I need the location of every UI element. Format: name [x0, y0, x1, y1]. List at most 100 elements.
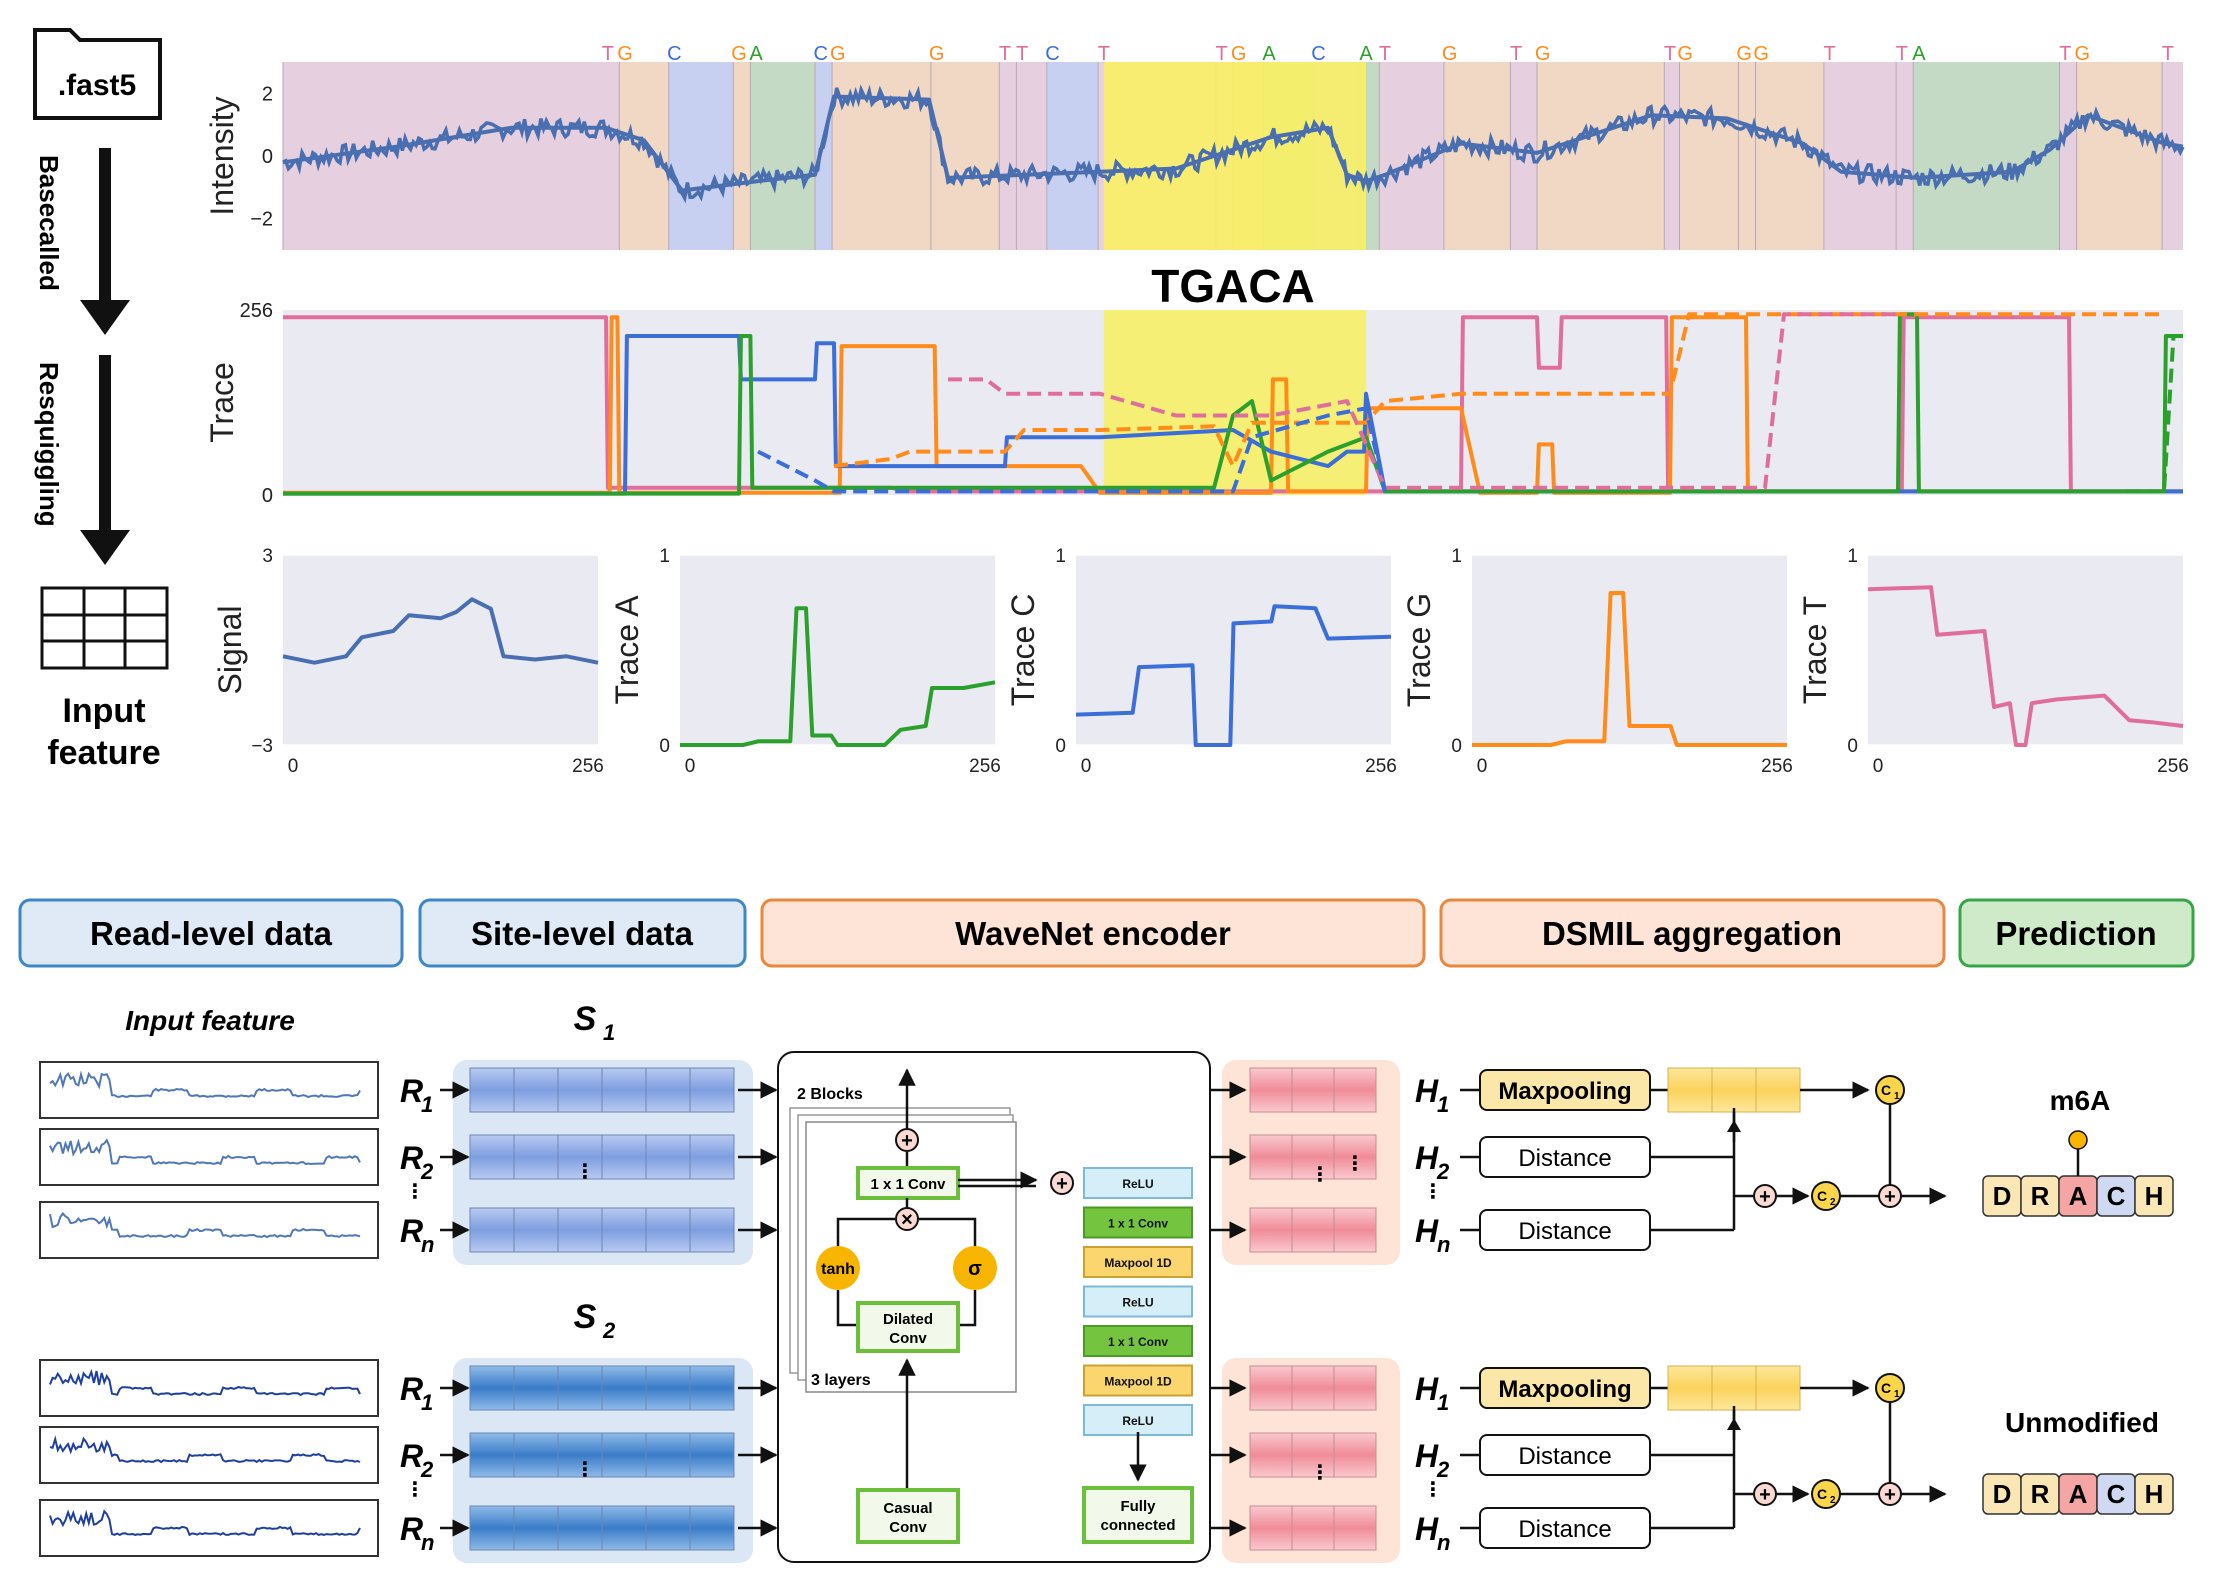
stage-encoder	[760, 898, 1426, 968]
site-cell	[601, 1432, 647, 1478]
embedding-cell	[1249, 1505, 1293, 1551]
ellipsis: ⋮	[1423, 1479, 1443, 1501]
site-cell	[645, 1505, 691, 1551]
dilated-to-gates	[836, 1290, 977, 1327]
read-thumbnail	[39, 1061, 379, 1119]
base-band	[668, 62, 734, 250]
base-band	[815, 62, 833, 250]
motif-base-letter: R	[2031, 1181, 2050, 1211]
embedding-cell	[1333, 1365, 1377, 1411]
read-thumbnail-signal	[49, 1435, 361, 1464]
layers-label: 3 layers	[811, 1372, 871, 1389]
site-label: S	[574, 1000, 597, 1038]
motif-base-letter: C	[2107, 1181, 2126, 1211]
hidden-label-sub: 2	[1436, 1159, 1450, 1184]
hidden-label: H	[1415, 1371, 1439, 1407]
block-plus-node	[895, 1128, 919, 1152]
hidden-label: H	[1415, 1073, 1439, 1109]
x-tick-label: 256	[1365, 756, 1397, 777]
c1-label-sub: 1	[1894, 1091, 1900, 1102]
series-line	[282, 597, 599, 665]
y-axis-label: Intensity	[204, 96, 240, 215]
stage-prediction	[1958, 898, 2195, 968]
base-band	[1679, 62, 1739, 250]
motif-highlight	[1103, 62, 1366, 250]
c2-label-sub: 2	[1830, 1495, 1836, 1506]
site-cell	[557, 1365, 603, 1411]
base-letter: G	[1231, 43, 1247, 65]
x-tick-label: 256	[572, 756, 604, 777]
site-label-sub: 2	[602, 1318, 616, 1343]
y-tick-label: 0	[1451, 736, 1462, 757]
c2-label-sub: 2	[1830, 1197, 1836, 1208]
file-icon	[33, 28, 162, 120]
x-tick-label: 256	[2157, 756, 2189, 777]
embedding-cell	[1291, 1134, 1335, 1180]
casual-label-1: Casual	[883, 1500, 932, 1517]
stage-aggregation-label: DSMIL aggregation	[1542, 915, 1842, 952]
base-band	[733, 62, 751, 250]
hidden-label-sub: 1	[1437, 1390, 1449, 1415]
site-cell	[513, 1134, 559, 1180]
motif-base-letter: A	[2069, 1479, 2088, 1509]
stage-encoder-label: WaveNet encoder	[955, 915, 1231, 952]
c2-label: C	[1817, 1486, 1827, 1502]
ellipsis: ⋮	[575, 1459, 595, 1481]
instance-cell	[1755, 1365, 1801, 1411]
final-plus-sign: +	[1884, 1484, 1896, 1506]
series-line	[1867, 585, 2184, 747]
y-axis-label: Trace	[204, 362, 240, 443]
signal-small: 3 −3 0 256 Signal	[212, 546, 604, 777]
base-letter: T	[602, 43, 614, 65]
site-cell	[469, 1134, 515, 1180]
site-cell	[557, 1432, 603, 1478]
base-band	[1443, 62, 1511, 250]
conv1x1-box	[856, 1166, 960, 1200]
stack-layer-label: Maxpool 1D	[1104, 1375, 1172, 1389]
y-tick-label: 0	[1055, 736, 1066, 757]
signal-noise-line	[282, 84, 2185, 204]
read-label: R	[400, 1140, 423, 1176]
blocks-label: 2 Blocks	[797, 1086, 863, 1103]
stage-read-level-label: Read-level data	[90, 915, 333, 952]
site-cell	[601, 1365, 647, 1411]
site-cell	[557, 1067, 603, 1113]
site-cell	[645, 1067, 691, 1113]
stack-layer-box	[1083, 1167, 1193, 1199]
hidden-label-sub: 1	[1437, 1092, 1449, 1117]
stack-layer-box	[1083, 1364, 1193, 1397]
trace-a-small: 1 00 256 Trace A	[609, 546, 1001, 777]
site-cell	[689, 1432, 735, 1478]
c1-label-sub: 1	[1894, 1389, 1900, 1400]
dilated-label-1: Dilated	[883, 1311, 933, 1328]
base-letter: T	[2162, 43, 2174, 65]
y-tick-label: 0	[1847, 736, 1858, 757]
site-cell	[689, 1067, 735, 1113]
intensity-panel: 2 0 −2 Intensity	[204, 62, 2185, 250]
embedding-cell	[1333, 1067, 1377, 1113]
site-cell	[469, 1505, 515, 1551]
y-tick-label: 2	[262, 83, 273, 105]
ellipsis: ⋮	[1423, 1181, 1443, 1203]
stack-layer-box	[1083, 1325, 1193, 1357]
base-letter: A	[1359, 43, 1373, 65]
base-letter: G	[929, 43, 945, 65]
base-band	[1755, 62, 1824, 250]
x-tick-label: 0	[1081, 756, 1092, 777]
y-axis-label: Trace C	[1005, 594, 1041, 707]
base-letter: A	[1912, 43, 1926, 65]
stage-site-level-label: Site-level data	[471, 915, 694, 952]
hidden-label: H	[1415, 1438, 1439, 1474]
y-axis-label: Signal	[212, 606, 248, 695]
base-band	[1823, 62, 1897, 250]
base-band	[2162, 62, 2183, 250]
pred-top-label: m6A	[2050, 1085, 2111, 1116]
base-band	[1046, 62, 1099, 250]
site-cell	[513, 1067, 559, 1113]
embedding-cell	[1249, 1134, 1293, 1180]
arrow1-label: Basecalled	[34, 155, 64, 291]
embedding-cell	[1249, 1207, 1293, 1253]
site-cell	[601, 1207, 647, 1253]
